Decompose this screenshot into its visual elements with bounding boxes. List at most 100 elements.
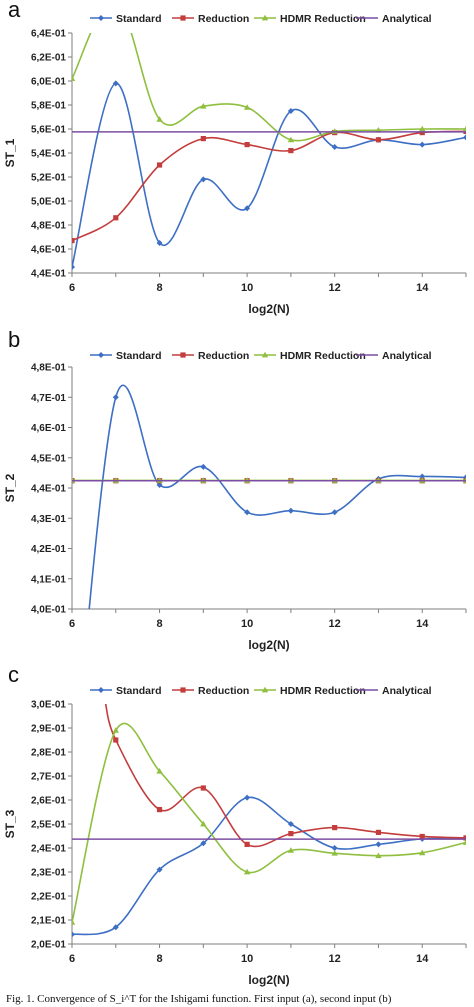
- legend-label: HDMR Reduction: [280, 685, 366, 697]
- data-point: [112, 924, 119, 931]
- legend-label: Standard: [116, 13, 162, 25]
- legend-label: Analytical: [382, 13, 432, 25]
- y-tick-label: 6,4E-01: [31, 29, 66, 40]
- data-point: [419, 141, 426, 148]
- legend-item: Analytical: [356, 350, 432, 362]
- y-tick-label: 4,1E-01: [31, 574, 66, 585]
- data-point: [156, 768, 163, 774]
- data-point: [463, 134, 466, 141]
- y-tick-label: 2,0E-01: [31, 940, 66, 951]
- data-point: [200, 785, 206, 791]
- x-tick-label: 10: [241, 618, 253, 630]
- data-point: [463, 835, 466, 841]
- series-reduction: [72, 128, 466, 244]
- data-point: [332, 825, 338, 831]
- legend-label: HDMR Reduction: [280, 13, 366, 25]
- data-point: [287, 847, 295, 853]
- series-standard: [88, 384, 466, 609]
- y-tick-label: 3,0E-01: [31, 700, 66, 711]
- legend-marker: [98, 687, 104, 693]
- data-point: [243, 868, 251, 875]
- y-tick-label: 4,8E-01: [31, 221, 66, 232]
- legend-marker: [98, 15, 104, 21]
- data-point: [113, 215, 119, 221]
- x-tick-label: 12: [329, 953, 341, 965]
- x-tick-label: 6: [69, 282, 75, 294]
- legend-item: Analytical: [356, 685, 432, 697]
- data-point: [113, 737, 119, 743]
- data-point: [331, 509, 338, 516]
- data-point: [72, 75, 76, 81]
- series-line: [88, 384, 466, 609]
- data-point: [156, 866, 163, 873]
- y-tick-label: 4,6E-01: [31, 245, 66, 256]
- data-point: [72, 919, 76, 925]
- data-point: [375, 137, 382, 143]
- legend-marker: [180, 352, 186, 358]
- panel-label: c: [8, 662, 19, 687]
- x-tick-label: 14: [416, 953, 429, 965]
- data-point: [287, 507, 294, 514]
- data-point: [331, 850, 338, 856]
- series-reduction: [104, 704, 466, 848]
- x-tick-label: 12: [329, 618, 341, 630]
- data-point: [288, 148, 294, 154]
- y-tick-label: 5,0E-01: [31, 197, 66, 208]
- data-point: [462, 125, 466, 132]
- data-point: [288, 831, 294, 837]
- data-point: [156, 240, 163, 246]
- data-point: [156, 807, 163, 813]
- y-tick-label: 4,8E-01: [31, 363, 66, 374]
- legend-label: Reduction: [198, 685, 249, 697]
- plot-area: [72, 704, 466, 938]
- y-tick-label: 2,6E-01: [31, 796, 66, 807]
- y-tick-label: 6,0E-01: [31, 77, 66, 88]
- data-point: [156, 162, 163, 168]
- legend-marker: [261, 351, 269, 358]
- data-point: [200, 840, 207, 847]
- y-tick-label: 5,2E-01: [31, 173, 66, 184]
- legend-label: HDMR Reduction: [280, 350, 366, 362]
- legend-label: Reduction: [198, 13, 249, 25]
- legend-label: Standard: [116, 350, 162, 362]
- data-point: [200, 103, 207, 109]
- data-point: [156, 481, 163, 488]
- data-point: [244, 205, 251, 212]
- series-hdmr-reduction: [72, 722, 466, 925]
- series-line: [72, 722, 466, 923]
- x-tick-label: 12: [329, 282, 341, 294]
- data-point: [419, 833, 425, 840]
- y-axis-label: ST_1: [3, 138, 17, 167]
- data-point: [72, 931, 75, 938]
- data-point: [244, 841, 250, 847]
- legend: Standard Reduction HDMR Reduction Analytica…: [90, 685, 432, 697]
- data-point: [200, 463, 207, 470]
- legend-item: Analytical: [356, 13, 432, 25]
- y-tick-label: 4,0E-01: [31, 605, 66, 616]
- data-point: [331, 144, 338, 150]
- y-tick-label: 2,4E-01: [31, 844, 66, 855]
- data-point: [72, 264, 75, 270]
- data-point: [419, 473, 426, 480]
- y-tick-label: 4,4E-01: [31, 269, 66, 280]
- legend-marker: [261, 14, 269, 21]
- chart-panel-a: a 4,4E-01 4,6E-01 4,8E-01 5,0E-01 5,2E-01 5,4E…: [3, 0, 467, 316]
- data-point: [331, 845, 338, 851]
- data-point: [243, 104, 251, 110]
- series-line: [72, 82, 466, 268]
- x-tick-label: 10: [241, 282, 253, 294]
- y-tick-label: 4,5E-01: [31, 453, 66, 464]
- data-point: [200, 136, 206, 142]
- legend-marker: [180, 687, 186, 693]
- data-point: [72, 238, 75, 244]
- data-point: [112, 80, 119, 87]
- legend-item: Reduction: [172, 13, 249, 25]
- series-line: [72, 130, 466, 242]
- data-point: [200, 176, 207, 183]
- y-tick-label: 4,4E-01: [31, 484, 66, 495]
- series-line: [72, 796, 466, 936]
- legend-marker: [261, 686, 269, 693]
- data-point: [156, 116, 163, 122]
- x-tick-label: 6: [69, 618, 75, 630]
